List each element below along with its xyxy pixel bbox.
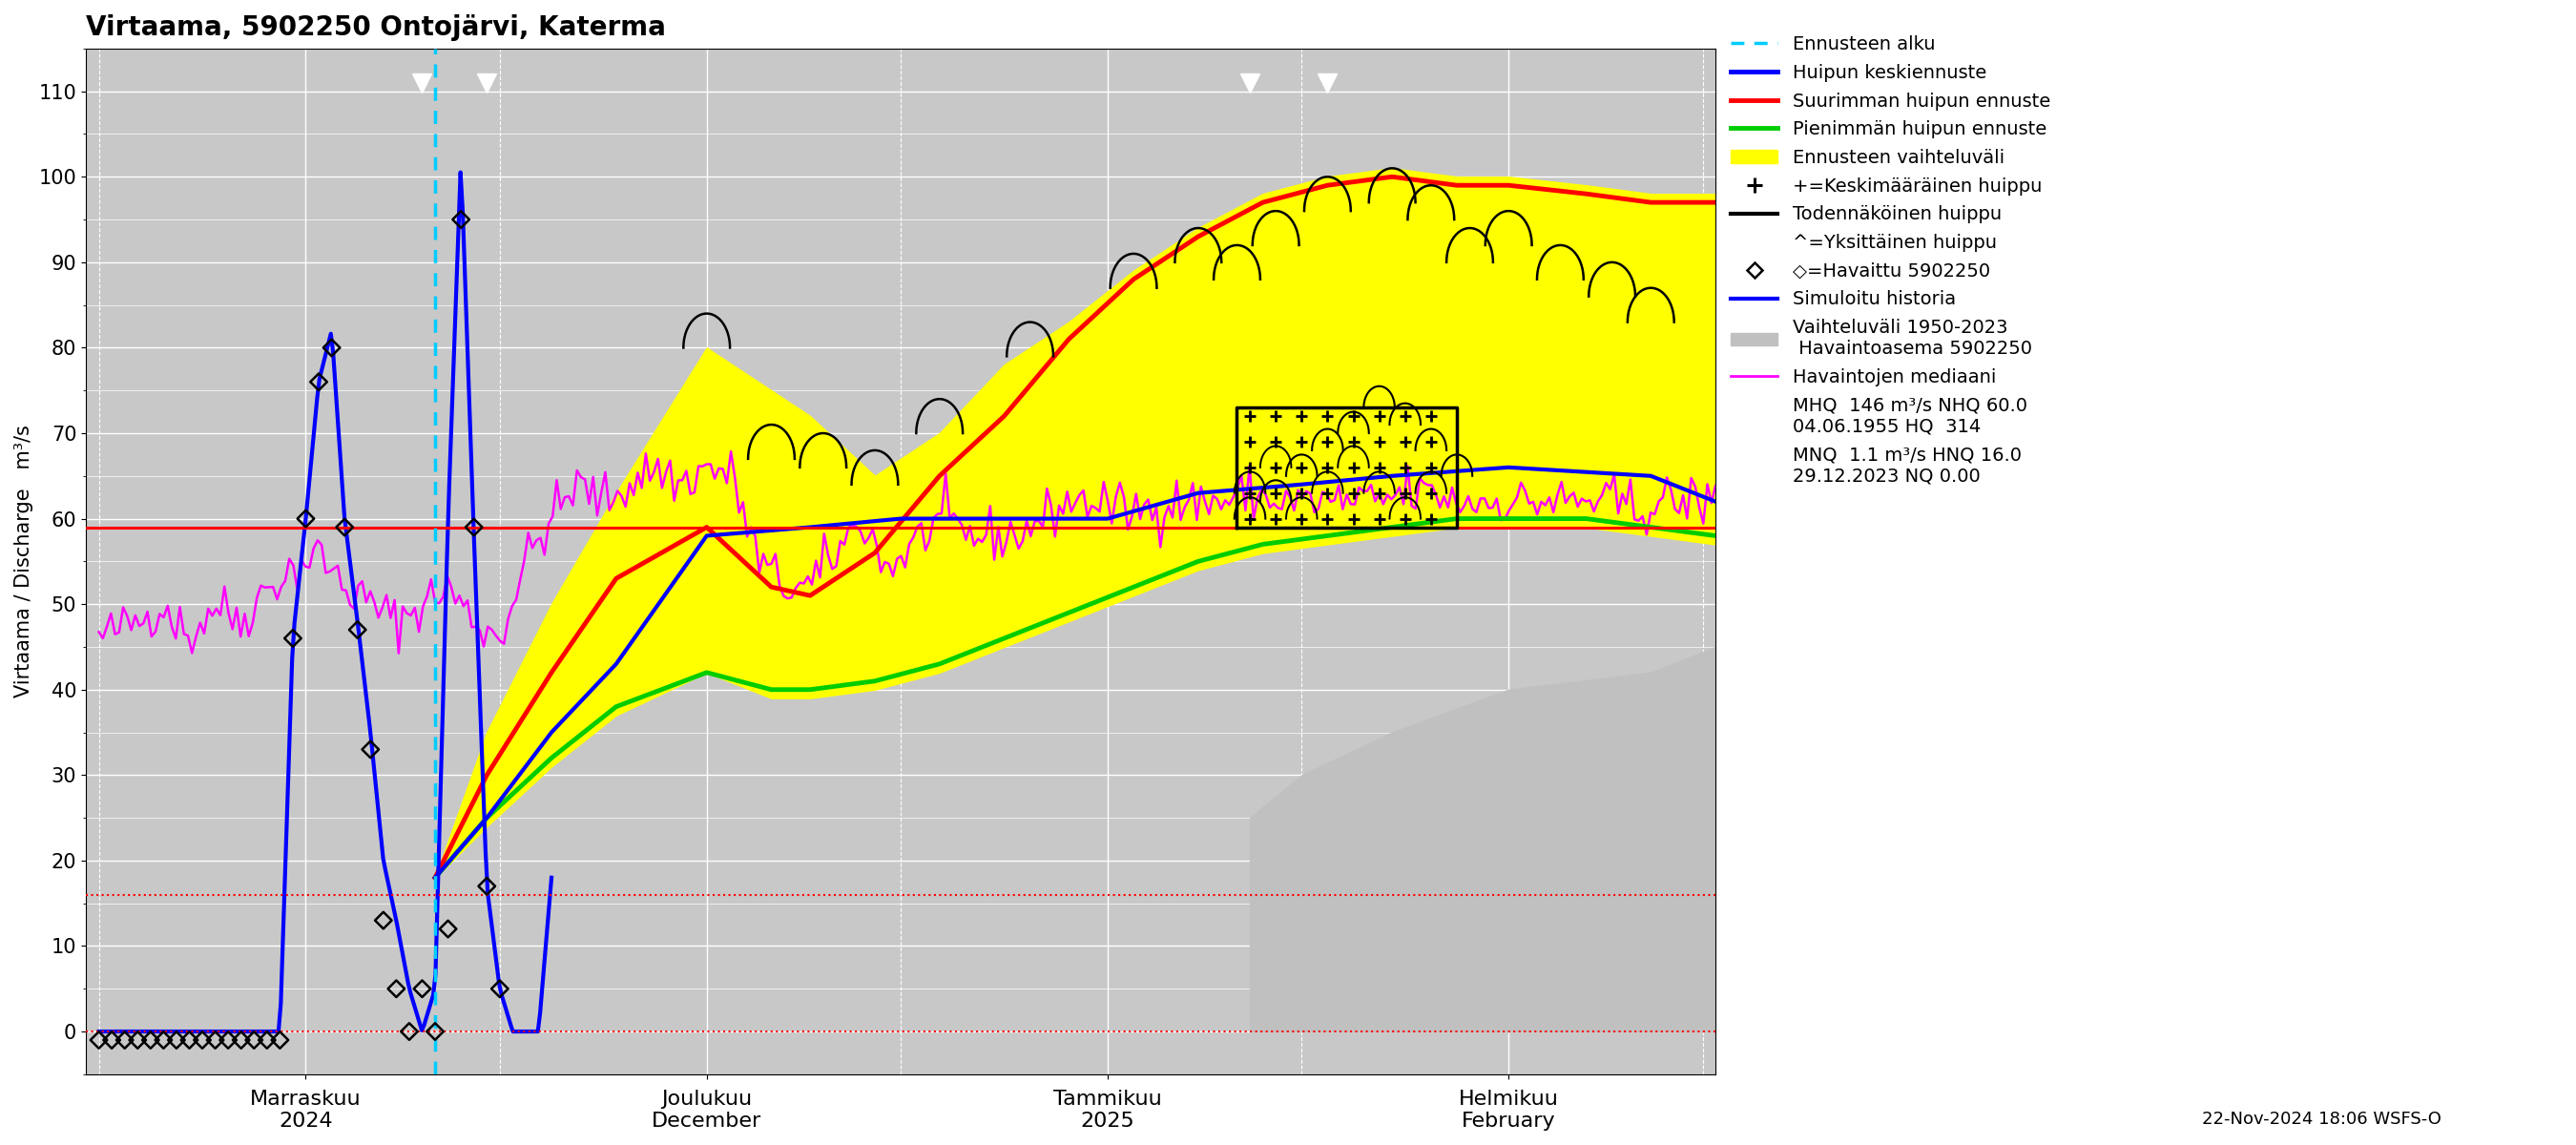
- Point: [273, 629, 314, 647]
- Point: [299, 373, 340, 392]
- Point: [415, 1022, 456, 1041]
- Point: [196, 1030, 237, 1049]
- Point: [440, 211, 482, 229]
- Point: [260, 1030, 301, 1049]
- Legend: Ennusteen alku, Huipun keskiennuste, Suurimman huipun ennuste, Pienimmän huipun : Ennusteen alku, Huipun keskiennuste, Suu…: [1723, 27, 2058, 492]
- Text: Virtaama, 5902250 Ontojärvi, Katerma: Virtaama, 5902250 Ontojärvi, Katerma: [85, 14, 665, 41]
- Point: [116, 1030, 157, 1049]
- Point: [350, 741, 392, 759]
- Point: [389, 1022, 430, 1041]
- Point: [222, 1030, 263, 1049]
- Point: [155, 1030, 196, 1049]
- Point: [286, 510, 327, 528]
- Point: [77, 1030, 118, 1049]
- Point: [129, 1030, 170, 1049]
- Point: [363, 911, 404, 930]
- Point: [142, 1030, 183, 1049]
- Point: [209, 1030, 250, 1049]
- Point: [90, 1030, 131, 1049]
- Point: [466, 877, 507, 895]
- Point: [337, 621, 379, 639]
- Point: [453, 518, 495, 536]
- Point: [170, 1030, 211, 1049]
- Point: [312, 339, 353, 357]
- Y-axis label: Virtaama / Discharge   m³/s: Virtaama / Discharge m³/s: [15, 425, 33, 697]
- Text: 22-Nov-2024 18:06 WSFS-O: 22-Nov-2024 18:06 WSFS-O: [2202, 1111, 2442, 1128]
- Point: [376, 980, 417, 998]
- Point: [183, 1030, 224, 1049]
- Point: [402, 980, 443, 998]
- Point: [325, 518, 366, 536]
- Point: [479, 980, 520, 998]
- Point: [103, 1030, 144, 1049]
- Point: [234, 1030, 276, 1049]
- Point: [247, 1030, 289, 1049]
- Point: [428, 919, 469, 938]
